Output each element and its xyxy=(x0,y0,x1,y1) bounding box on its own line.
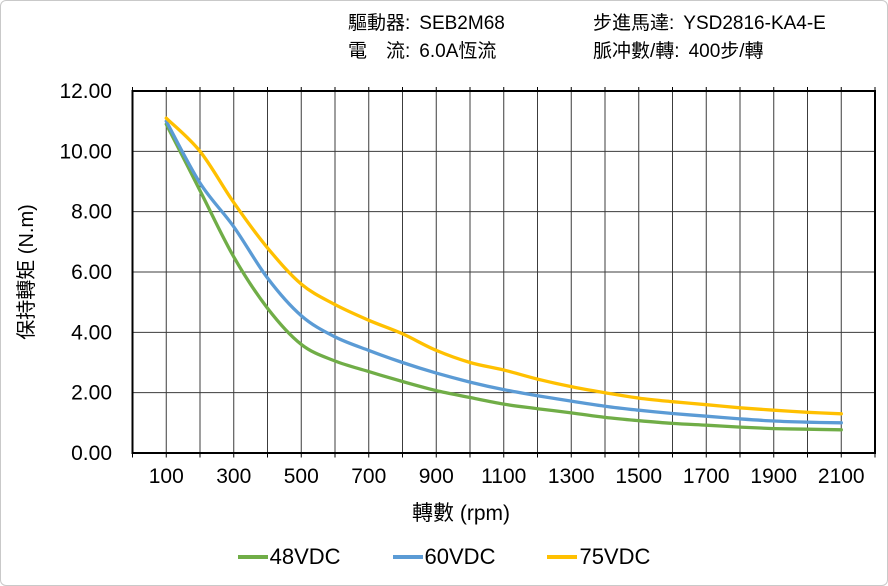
y-tick-label: 0.00 xyxy=(71,442,112,465)
chart-legend: 48VDC 60VDC 75VDC xyxy=(1,544,887,570)
legend-swatch-75vdc-icon xyxy=(547,555,578,559)
spec-motor-value: YSD2816-KA4-E xyxy=(683,13,826,34)
y-tick-label: 6.00 xyxy=(71,261,112,284)
legend-item-48vdc: 48VDC xyxy=(237,544,341,570)
x-tick-label: 1900 xyxy=(750,465,797,488)
spec-current-label: 電 流: xyxy=(348,41,411,62)
legend-label-75vdc: 75VDC xyxy=(579,544,651,569)
legend-swatch-48vdc-icon xyxy=(237,555,268,559)
y-tick-label: 10.00 xyxy=(59,140,112,163)
y-tick-label: 2.00 xyxy=(71,382,112,405)
x-axis-title: 轉數 (rpm) xyxy=(412,502,510,525)
spec-pulses: 脈冲數/轉: 400步/轉 xyxy=(593,41,764,63)
x-tick-label: 100 xyxy=(149,465,184,488)
spec-pulses-value: 400步/轉 xyxy=(688,41,764,62)
spec-driver-label: 驅動器: xyxy=(348,13,411,34)
x-tick-label: 900 xyxy=(419,465,454,488)
spec-current: 電 流: 6.0A恆流 xyxy=(348,41,496,63)
spec-motor: 步進馬達: YSD2816-KA4-E xyxy=(593,13,826,35)
legend-label-48vdc: 48VDC xyxy=(269,544,341,569)
legend-label-60vdc: 60VDC xyxy=(424,544,496,569)
x-tick-label: 1300 xyxy=(548,465,595,488)
x-tick-label: 1500 xyxy=(615,465,662,488)
series-75VDC xyxy=(164,116,843,416)
y-tick-label: 12.00 xyxy=(59,80,112,103)
spec-pulses-label: 脈冲數/轉: xyxy=(593,41,680,62)
legend-swatch-60vdc-icon xyxy=(392,555,423,559)
spec-driver-value: SEB2M68 xyxy=(419,13,505,34)
legend-item-75vdc: 75VDC xyxy=(547,544,650,570)
x-tick-label: 700 xyxy=(351,465,386,488)
spec-motor-label: 步進馬達: xyxy=(593,13,675,34)
series-60VDC xyxy=(164,119,843,425)
legend-item-60vdc: 60VDC xyxy=(392,544,496,570)
y-tick-label: 8.00 xyxy=(71,201,112,224)
y-axis-title: 保持轉矩 (N.m) xyxy=(15,204,38,340)
y-tick-label: 4.00 xyxy=(71,321,112,344)
x-tick-label: 1700 xyxy=(683,465,730,488)
x-tick-label: 2100 xyxy=(818,465,865,488)
x-tick-label: 1100 xyxy=(481,465,526,488)
series-48VDC xyxy=(164,122,843,432)
x-tick-label: 300 xyxy=(216,465,251,488)
spec-current-value: 6.0A恆流 xyxy=(419,41,497,62)
x-tick-label: 500 xyxy=(284,465,319,488)
spec-driver: 驅動器: SEB2M68 xyxy=(348,13,505,35)
